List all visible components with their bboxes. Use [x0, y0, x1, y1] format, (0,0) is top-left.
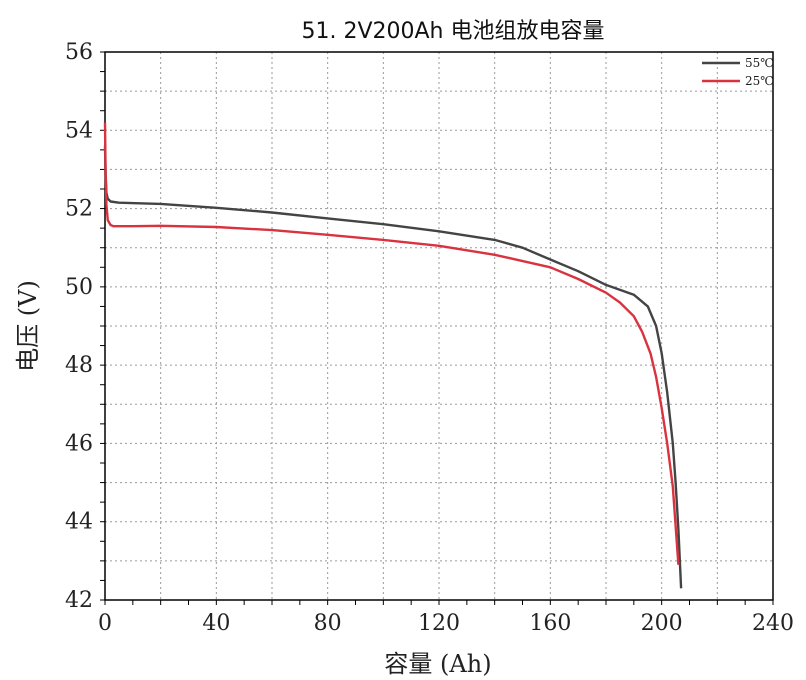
x-tick-label: 80: [314, 611, 342, 636]
x-tick-label: 120: [418, 611, 460, 636]
chart-title: 51. 2V200Ah 电池组放电容量: [301, 19, 604, 44]
legend-label: 55℃: [745, 56, 774, 70]
y-tick-label: 48: [65, 353, 93, 378]
y-tick-label: 56: [65, 40, 93, 65]
series-line-0: [103, 145, 683, 589]
minor-ticks: [100, 51, 774, 605]
y-tick-label: 52: [65, 197, 93, 222]
x-axis-label: 容量 (Ah): [384, 650, 491, 678]
x-tick-label: 40: [202, 611, 230, 636]
y-tick-label: 54: [65, 118, 93, 143]
y-tick-label: 42: [65, 588, 93, 613]
x-tick-label: 0: [98, 611, 112, 636]
x-tick-label: 240: [752, 611, 794, 636]
x-tick-labels: 0 40 80 120 160 200 240: [98, 611, 794, 636]
x-tick-label: 160: [529, 611, 571, 636]
y-tick-labels: 42 44 46 48 50 52 54 56: [65, 40, 93, 613]
y-tick-label: 50: [65, 275, 93, 300]
y-tick-label: 44: [65, 510, 93, 535]
series-line-1: [103, 122, 680, 565]
x-tick-label: 200: [641, 611, 683, 636]
legend-label: 25℃: [745, 74, 774, 88]
y-axis-label: 电压 (V): [14, 280, 42, 372]
y-tick-label: 46: [65, 431, 93, 456]
series-layer: [103, 122, 683, 589]
plot-area-frame: [104, 51, 774, 601]
legend: 55℃25℃: [702, 56, 774, 88]
grid-lines: [105, 52, 773, 600]
